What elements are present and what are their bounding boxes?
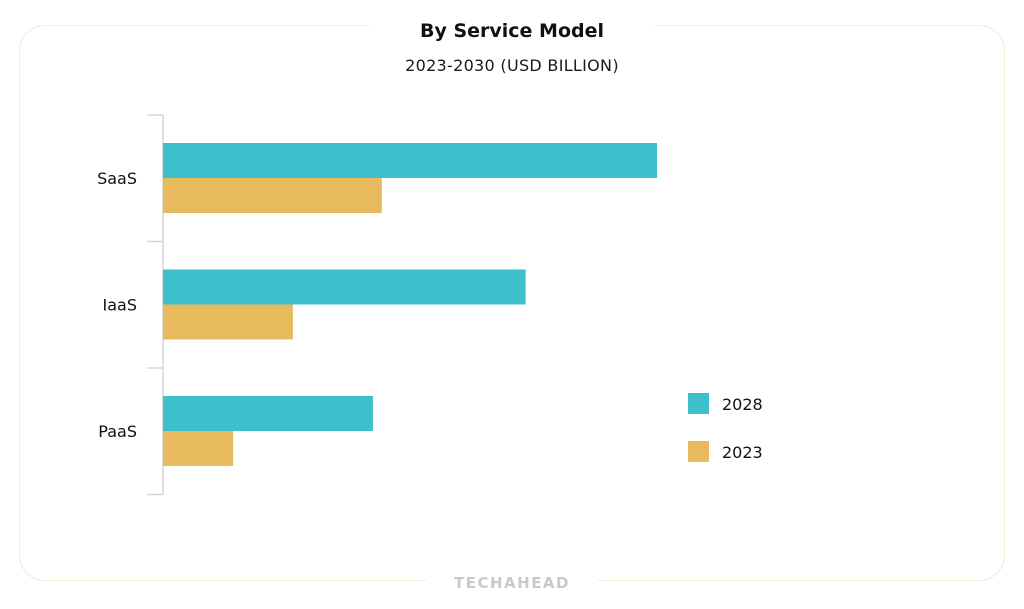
brand-logo-text: TECHAHEAD bbox=[453, 574, 570, 592]
bar-paas-2023 bbox=[163, 431, 234, 466]
y-axis bbox=[147, 114, 164, 496]
legend-swatch-2023 bbox=[688, 441, 709, 462]
bar-saas-2028 bbox=[163, 143, 657, 178]
category-label-paas: PaaS bbox=[98, 422, 137, 441]
bar-saas-2023 bbox=[163, 178, 382, 213]
category-labels: SaaS IaaS PaaS bbox=[97, 169, 137, 441]
bar-iaas-2028 bbox=[163, 269, 526, 305]
legend-label-2023: 2023 bbox=[722, 443, 763, 462]
chart-subtitle: 2023-2030 (USD BILLION) bbox=[405, 56, 619, 75]
category-label-iaas: IaaS bbox=[103, 296, 137, 315]
bar-iaas-2023 bbox=[163, 304, 293, 340]
legend: 2028 2023 bbox=[688, 393, 763, 462]
bar-paas-2028 bbox=[163, 396, 373, 431]
bars bbox=[163, 143, 657, 466]
brand-watermark: TECHAHEAD bbox=[426, 572, 598, 594]
title-block: By Service Model 2023-2030 (USD BILLION) bbox=[370, 14, 654, 84]
category-label-saas: SaaS bbox=[97, 169, 137, 188]
chart-title: By Service Model bbox=[419, 20, 605, 42]
legend-label-2028: 2028 bbox=[722, 395, 763, 414]
legend-swatch-2028 bbox=[688, 393, 709, 414]
